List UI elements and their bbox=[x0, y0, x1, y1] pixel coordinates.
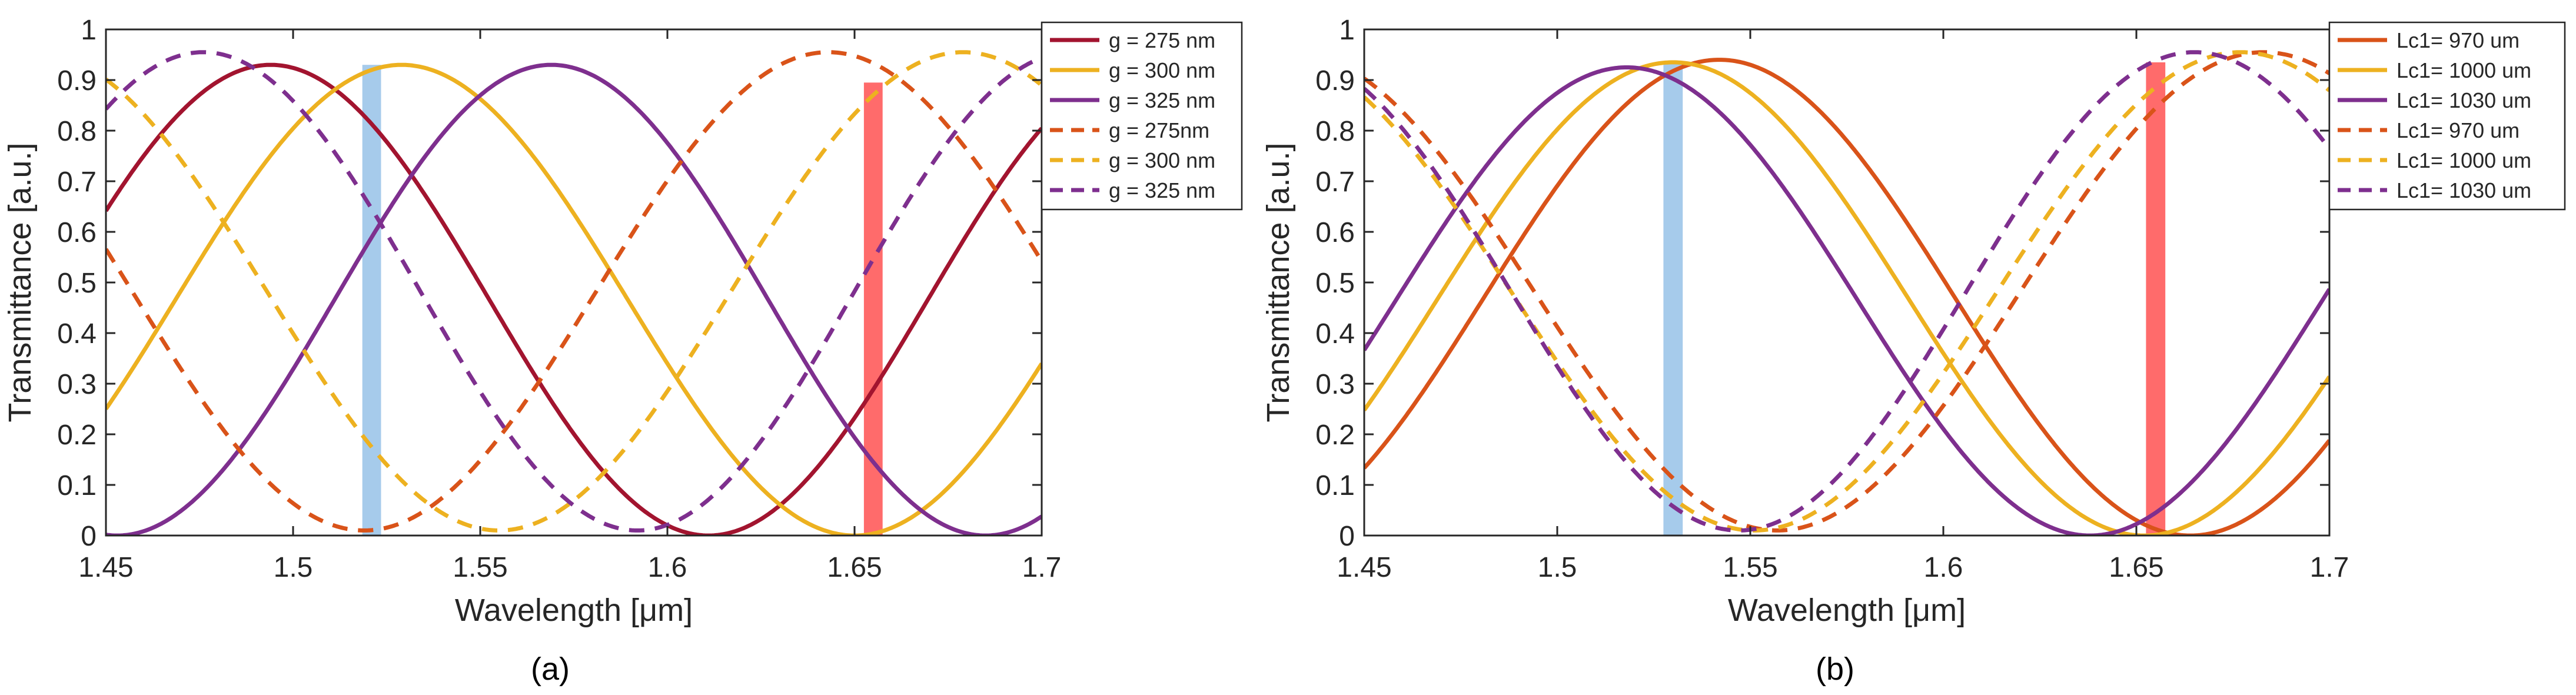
x-tick-label: 1.6 bbox=[1924, 552, 1963, 583]
legend: Lc1= 970 um Lc1= 1000 um Lc1= 1030 um Lc1= … bbox=[2328, 21, 2566, 211]
series-line-4 bbox=[1364, 50, 2329, 533]
y-tick-label: 0.2 bbox=[1315, 420, 1355, 451]
plot-curves bbox=[1364, 50, 2329, 536]
legend-entry: Lc1= 1000 um bbox=[2396, 58, 2531, 82]
plot-curves bbox=[106, 50, 1042, 536]
y-tick-label: 0 bbox=[1339, 521, 1355, 552]
y-tick-label: 0.1 bbox=[57, 470, 97, 501]
x-tick-label: 1.45 bbox=[78, 552, 133, 583]
legend-entry: g = 325 nm bbox=[1109, 178, 1215, 202]
y-tick-label: 0.3 bbox=[1315, 369, 1355, 400]
x-tick-label: 1.5 bbox=[1538, 552, 1577, 583]
x-tick-label: 1.6 bbox=[648, 552, 687, 583]
y-axis-label: Transmittance [a.u.] bbox=[2, 142, 38, 422]
y-tick-label: 0.9 bbox=[57, 65, 97, 97]
legend-box bbox=[1041, 21, 1243, 211]
y-tick-label: 0.6 bbox=[57, 217, 97, 248]
y-tick-label: 0.1 bbox=[1315, 470, 1355, 501]
legend-entry: g = 300 nm bbox=[1109, 148, 1215, 172]
series-line-2 bbox=[106, 62, 1042, 536]
y-tick-label: 0.5 bbox=[57, 268, 97, 299]
y-tick-label: 0.7 bbox=[57, 167, 97, 198]
panel-a: 0 0.1 0.2 0.3 0.4 0.5 0.6 0.7 0.8 0.9 1 1.45 1.5 1.55… bbox=[2, 15, 1243, 687]
series-line-6 bbox=[1364, 50, 2329, 533]
legend-entry: Lc1= 1030 um bbox=[2396, 178, 2531, 202]
y-tick-label: 0 bbox=[81, 521, 97, 552]
legend-entry: g = 300 nm bbox=[1109, 58, 1215, 82]
x-tick-label: 1.7 bbox=[2310, 552, 2349, 583]
y-tick-label: 0.5 bbox=[1315, 268, 1355, 299]
y-tick-label: 0.2 bbox=[57, 420, 97, 451]
legend-entry: g = 275nm bbox=[1109, 118, 1209, 142]
y-tick-label: 0.9 bbox=[1315, 65, 1355, 97]
y-tick-label: 1 bbox=[81, 15, 97, 46]
x-tick-label: 1.65 bbox=[827, 552, 882, 583]
panel-label: (b) bbox=[1816, 651, 1854, 687]
legend-box bbox=[2328, 21, 2566, 211]
series-line-5 bbox=[106, 50, 1042, 533]
y-tick-label: 0.4 bbox=[57, 318, 97, 350]
blue-band bbox=[362, 65, 381, 536]
blue-band bbox=[1663, 62, 1683, 536]
legend-entry: g = 275 nm bbox=[1109, 28, 1215, 52]
x-tick-label: 1.7 bbox=[1022, 552, 1062, 583]
panel-b: 0 0.1 0.2 0.3 0.4 0.5 0.6 0.7 0.8 0.9 1 1.45 1.5 1.55… bbox=[1261, 15, 2566, 687]
y-tick-label: 0.8 bbox=[57, 116, 97, 147]
series-line-1 bbox=[106, 62, 1042, 536]
x-tick-label: 1.55 bbox=[453, 552, 507, 583]
series-line-4 bbox=[106, 50, 1042, 533]
x-tick-label: 1.65 bbox=[2109, 552, 2163, 583]
legend: g = 275 nm g = 300 nm g = 325 nm g = 275nm g… bbox=[1041, 21, 1243, 211]
x-axis-label: Wavelength [μm] bbox=[1728, 593, 1966, 628]
legend-entry: g = 325 nm bbox=[1109, 88, 1215, 112]
y-tick-label: 0.6 bbox=[1315, 217, 1355, 248]
series-line-5 bbox=[1364, 50, 2329, 533]
x-tick-label: 1.55 bbox=[1723, 552, 1777, 583]
legend-entry: Lc1= 970 um bbox=[2396, 118, 2520, 142]
y-tick-label: 0.7 bbox=[1315, 167, 1355, 198]
panel-label: (a) bbox=[531, 651, 570, 687]
series-line-3 bbox=[106, 62, 1042, 536]
x-tick-label: 1.5 bbox=[274, 552, 313, 583]
y-tick-label: 0.4 bbox=[1315, 318, 1355, 350]
legend-entry: Lc1= 970 um bbox=[2396, 28, 2520, 52]
y-axis-label: Transmittance [a.u.] bbox=[1261, 142, 1296, 422]
y-tick-label: 1 bbox=[1339, 15, 1355, 46]
series-line-3 bbox=[1364, 65, 2329, 536]
y-tick-label: 0.8 bbox=[1315, 116, 1355, 147]
y-tick-label: 0.3 bbox=[57, 369, 97, 400]
x-axis-label: Wavelength [μm] bbox=[455, 593, 693, 628]
x-tick-label: 1.45 bbox=[1337, 552, 1391, 583]
series-line-2 bbox=[1364, 60, 2329, 536]
legend-entry: Lc1= 1030 um bbox=[2396, 88, 2531, 112]
legend-entry: Lc1= 1000 um bbox=[2396, 148, 2531, 172]
red-band bbox=[2146, 62, 2166, 536]
